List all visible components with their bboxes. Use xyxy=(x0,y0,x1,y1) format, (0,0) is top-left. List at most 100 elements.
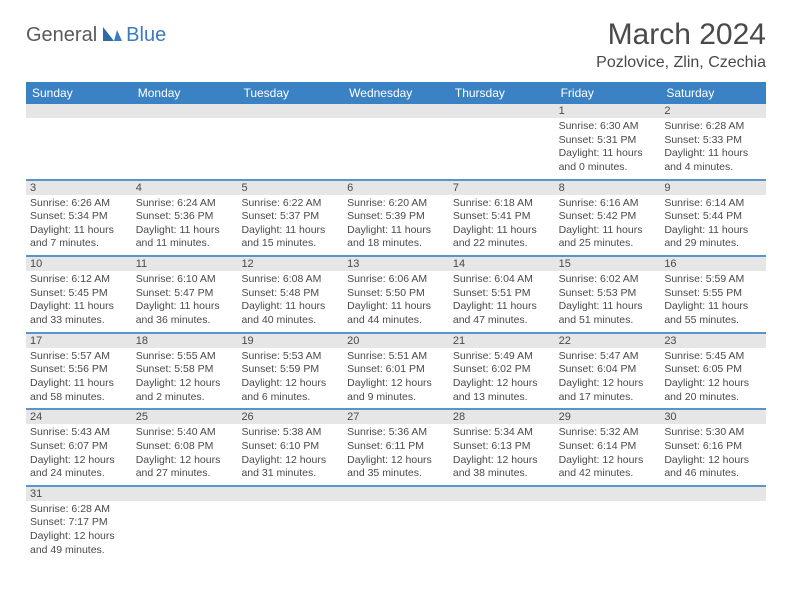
sunrise-text: Sunrise: 6:04 AM xyxy=(453,273,551,287)
day-cell xyxy=(449,118,555,179)
day2-text: and 44 minutes. xyxy=(347,314,445,328)
day2-text: and 31 minutes. xyxy=(241,467,339,481)
calendar-grid: SundayMondayTuesdayWednesdayThursdayFrid… xyxy=(26,82,766,561)
day-number: 13 xyxy=(343,257,449,271)
day1-text: Daylight: 11 hours xyxy=(664,147,762,161)
day1-text: Daylight: 11 hours xyxy=(30,300,128,314)
week-separator xyxy=(26,485,766,487)
day-header-row: SundayMondayTuesdayWednesdayThursdayFrid… xyxy=(26,82,766,104)
day-number: 29 xyxy=(555,410,661,424)
day-number xyxy=(132,487,238,501)
sunset-text: Sunset: 5:50 PM xyxy=(347,287,445,301)
sunset-text: Sunset: 5:56 PM xyxy=(30,363,128,377)
weeks-container: 12Sunrise: 6:30 AMSunset: 5:31 PMDayligh… xyxy=(26,104,766,561)
day1-text: Daylight: 11 hours xyxy=(559,300,657,314)
day-cell: Sunrise: 5:30 AMSunset: 6:16 PMDaylight:… xyxy=(660,424,766,485)
sunset-text: Sunset: 5:36 PM xyxy=(136,210,234,224)
sunset-text: Sunset: 5:59 PM xyxy=(241,363,339,377)
day-number: 8 xyxy=(555,181,661,195)
day-number: 21 xyxy=(449,334,555,348)
day-number: 23 xyxy=(660,334,766,348)
sunset-text: Sunset: 6:16 PM xyxy=(664,440,762,454)
day1-text: Daylight: 11 hours xyxy=(664,224,762,238)
day-cell: Sunrise: 5:36 AMSunset: 6:11 PMDaylight:… xyxy=(343,424,449,485)
sunset-text: Sunset: 5:41 PM xyxy=(453,210,551,224)
sunrise-text: Sunrise: 6:22 AM xyxy=(241,197,339,211)
week-separator xyxy=(26,255,766,257)
day1-text: Daylight: 12 hours xyxy=(30,530,128,544)
week-separator xyxy=(26,332,766,334)
day-header: Tuesday xyxy=(237,82,343,104)
sunrise-text: Sunrise: 5:55 AM xyxy=(136,350,234,364)
day-cell: Sunrise: 5:59 AMSunset: 5:55 PMDaylight:… xyxy=(660,271,766,332)
calendar-page: General Blue March 2024 Pozlovice, Zlin,… xyxy=(0,0,792,579)
day-cell: Sunrise: 6:14 AMSunset: 5:44 PMDaylight:… xyxy=(660,195,766,256)
day2-text: and 20 minutes. xyxy=(664,391,762,405)
day1-text: Daylight: 12 hours xyxy=(453,377,551,391)
sunrise-text: Sunrise: 6:02 AM xyxy=(559,273,657,287)
week-separator xyxy=(26,408,766,410)
sunset-text: Sunset: 5:33 PM xyxy=(664,134,762,148)
day-number: 15 xyxy=(555,257,661,271)
sunrise-text: Sunrise: 5:40 AM xyxy=(136,426,234,440)
week-row: Sunrise: 6:28 AMSunset: 7:17 PMDaylight:… xyxy=(26,501,766,562)
day1-text: Daylight: 11 hours xyxy=(347,224,445,238)
day2-text: and 49 minutes. xyxy=(30,544,128,558)
sunrise-text: Sunrise: 5:47 AM xyxy=(559,350,657,364)
day1-text: Daylight: 12 hours xyxy=(30,454,128,468)
day2-text: and 42 minutes. xyxy=(559,467,657,481)
day1-text: Daylight: 12 hours xyxy=(559,454,657,468)
day-number: 2 xyxy=(660,104,766,118)
day2-text: and 18 minutes. xyxy=(347,237,445,251)
day1-text: Daylight: 11 hours xyxy=(136,300,234,314)
sunrise-text: Sunrise: 5:49 AM xyxy=(453,350,551,364)
day-cell: Sunrise: 6:02 AMSunset: 5:53 PMDaylight:… xyxy=(555,271,661,332)
day2-text: and 11 minutes. xyxy=(136,237,234,251)
day-header: Wednesday xyxy=(343,82,449,104)
sunset-text: Sunset: 5:45 PM xyxy=(30,287,128,301)
day1-text: Daylight: 12 hours xyxy=(453,454,551,468)
day1-text: Daylight: 12 hours xyxy=(347,377,445,391)
day-number: 12 xyxy=(237,257,343,271)
day-number xyxy=(449,487,555,501)
sunset-text: Sunset: 6:11 PM xyxy=(347,440,445,454)
logo-text-general: General xyxy=(26,24,97,47)
day-number: 16 xyxy=(660,257,766,271)
day-cell xyxy=(343,118,449,179)
day-cell xyxy=(449,501,555,562)
day-number xyxy=(26,104,132,118)
sunrise-text: Sunrise: 6:28 AM xyxy=(664,120,762,134)
day-cell: Sunrise: 5:51 AMSunset: 6:01 PMDaylight:… xyxy=(343,348,449,409)
day2-text: and 29 minutes. xyxy=(664,237,762,251)
day1-text: Daylight: 11 hours xyxy=(559,224,657,238)
sunrise-text: Sunrise: 5:59 AM xyxy=(664,273,762,287)
day-cell xyxy=(237,118,343,179)
sunrise-text: Sunrise: 5:53 AM xyxy=(241,350,339,364)
day-cell: Sunrise: 6:28 AMSunset: 5:33 PMDaylight:… xyxy=(660,118,766,179)
week-row: Sunrise: 6:26 AMSunset: 5:34 PMDaylight:… xyxy=(26,195,766,256)
day-number: 31 xyxy=(26,487,132,501)
day-number: 3 xyxy=(26,181,132,195)
sunrise-text: Sunrise: 5:32 AM xyxy=(559,426,657,440)
day2-text: and 0 minutes. xyxy=(559,161,657,175)
day-cell: Sunrise: 6:04 AMSunset: 5:51 PMDaylight:… xyxy=(449,271,555,332)
sunset-text: Sunset: 5:31 PM xyxy=(559,134,657,148)
day-number xyxy=(343,104,449,118)
day-number: 5 xyxy=(237,181,343,195)
sunrise-text: Sunrise: 5:30 AM xyxy=(664,426,762,440)
day-number xyxy=(237,104,343,118)
sunrise-text: Sunrise: 6:18 AM xyxy=(453,197,551,211)
day1-text: Daylight: 11 hours xyxy=(241,224,339,238)
daynum-row: 17181920212223 xyxy=(26,334,766,348)
day1-text: Daylight: 11 hours xyxy=(241,300,339,314)
sunset-text: Sunset: 6:13 PM xyxy=(453,440,551,454)
sunrise-text: Sunrise: 5:57 AM xyxy=(30,350,128,364)
sunset-text: Sunset: 6:07 PM xyxy=(30,440,128,454)
sail-icon xyxy=(101,25,123,46)
day-number xyxy=(343,487,449,501)
week-row: Sunrise: 6:12 AMSunset: 5:45 PMDaylight:… xyxy=(26,271,766,332)
day2-text: and 58 minutes. xyxy=(30,391,128,405)
day1-text: Daylight: 12 hours xyxy=(136,377,234,391)
sunrise-text: Sunrise: 6:12 AM xyxy=(30,273,128,287)
day-number xyxy=(449,104,555,118)
